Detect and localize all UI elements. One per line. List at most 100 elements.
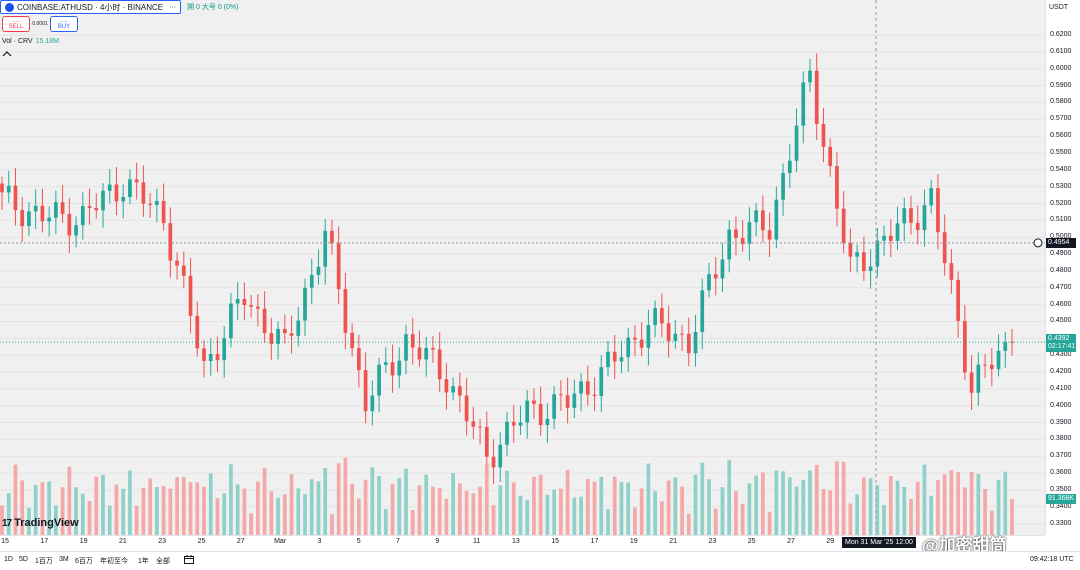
candle-body [727,229,732,260]
range-6m-button[interactable]: 6百万 [75,558,93,565]
candle-body [532,400,536,404]
candle-body [963,320,967,373]
currency-label[interactable]: USDT [1049,4,1069,11]
volume-bar [107,505,112,535]
candle-body [808,70,812,83]
candle-body [94,207,99,211]
date-tick-label: 25 [747,538,756,545]
volume-bar [148,478,152,535]
symbol-box[interactable]: COINBASE:ATHUSD · 4小时 · BINANCE ··· [0,0,182,14]
price-tick-label: 0.5300 [1050,182,1072,190]
symbol-name[interactable]: COINBASE:ATHUSD · 4小时 · BINANCE [17,2,164,12]
volume-bar [202,486,206,535]
range-1y-button[interactable]: 1年 [138,558,149,565]
volume-bar [6,493,11,535]
horizontal-line-price-tag[interactable]: 0.4954 [1046,238,1076,248]
clock-utc[interactable]: 09:42:18 UTC [1030,556,1074,563]
chart-pane[interactable] [0,0,1045,535]
volume-bar [404,468,408,535]
volume-bar [94,476,99,535]
candle-body [444,379,449,393]
volume-bar [397,477,402,535]
candle-body [511,421,516,426]
volume-bar [653,491,657,535]
volume-legend[interactable]: Vol · CRV 15.18M [2,38,59,45]
volume-bar [161,486,166,535]
chevron-up-icon[interactable] [2,50,14,60]
date-tick-label: 27 [236,538,245,545]
price-tick-label: 0.3600 [1050,469,1072,477]
volume-bar [761,472,765,535]
price-tick-label: 0.3300 [1050,519,1072,527]
price-axis[interactable] [1045,0,1080,535]
price-tick-label: 0.4500 [1050,317,1072,325]
volume-bar [787,477,792,535]
price-tick-label: 0.4900 [1050,250,1072,258]
range-1d-button[interactable]: 1D [4,556,13,563]
candle-body [700,290,705,333]
candle-body [54,202,58,218]
range-ytd-button[interactable]: 年初至今 [100,558,128,565]
volume-bar [976,474,981,535]
candle-body [875,240,880,267]
date-tick-label: 15 [551,538,560,545]
candle-body [437,349,442,380]
range-all-button[interactable]: 全部 [156,558,170,565]
volume-bar [619,481,624,535]
price-chart[interactable] [0,0,1045,535]
time-axis[interactable] [0,535,1045,551]
candle-body [303,287,307,321]
calendar-icon[interactable] [184,555,194,566]
volume-bar [599,476,604,535]
candle-body [202,348,206,361]
price-tick-label: 0.6100 [1050,47,1072,55]
candle-body [33,205,38,212]
range-5d-button[interactable]: 5D [19,556,28,563]
volume-bar [316,481,321,535]
volume-bar [296,488,301,535]
more-icon[interactable]: ··· [169,3,177,11]
candle-body [141,182,146,204]
candle-body [579,381,583,394]
candle-body [155,200,159,205]
volume-bar [505,470,509,535]
volume-bar [0,505,4,535]
volume-bar [559,488,563,535]
tradingview-logo[interactable]: 17 TradingView [2,517,79,529]
candle-body [969,372,974,393]
add-alert-icon [1033,238,1043,248]
volume-bar [458,483,462,535]
candle-body [269,333,274,344]
candle-body [592,394,597,397]
volume-bar [471,493,476,535]
volume-bar [80,493,85,535]
volume-bar [13,464,18,535]
candle-body [181,265,186,276]
candle-body [282,328,287,334]
volume-bar [484,463,489,535]
range-3m-button[interactable]: 3M [59,556,69,563]
candle-body [612,351,617,362]
date-tick-label: 17 [40,538,49,545]
date-tick-label: 19 [629,538,638,545]
candle-body [215,353,220,361]
volume-bar [208,473,213,535]
sell-button[interactable]: —— SELL [2,16,30,32]
volume-bar [835,461,839,535]
volume-bar [249,513,253,535]
volume-bar [612,476,617,535]
candle-body [410,334,415,348]
candle-body [922,205,927,231]
volume-bar [188,482,193,535]
volume-bar [525,500,530,535]
buy-button[interactable]: —— BUY [50,16,78,32]
candle-body [235,298,240,304]
volume-bar [262,468,267,535]
candle-body [606,351,610,368]
range-1m-button[interactable]: 1百万 [35,558,53,565]
volume-bar [713,508,718,535]
volume-bar [895,480,900,535]
candle-body [404,334,408,361]
candle-body [101,190,105,211]
price-tick-label: 0.5000 [1050,233,1072,241]
